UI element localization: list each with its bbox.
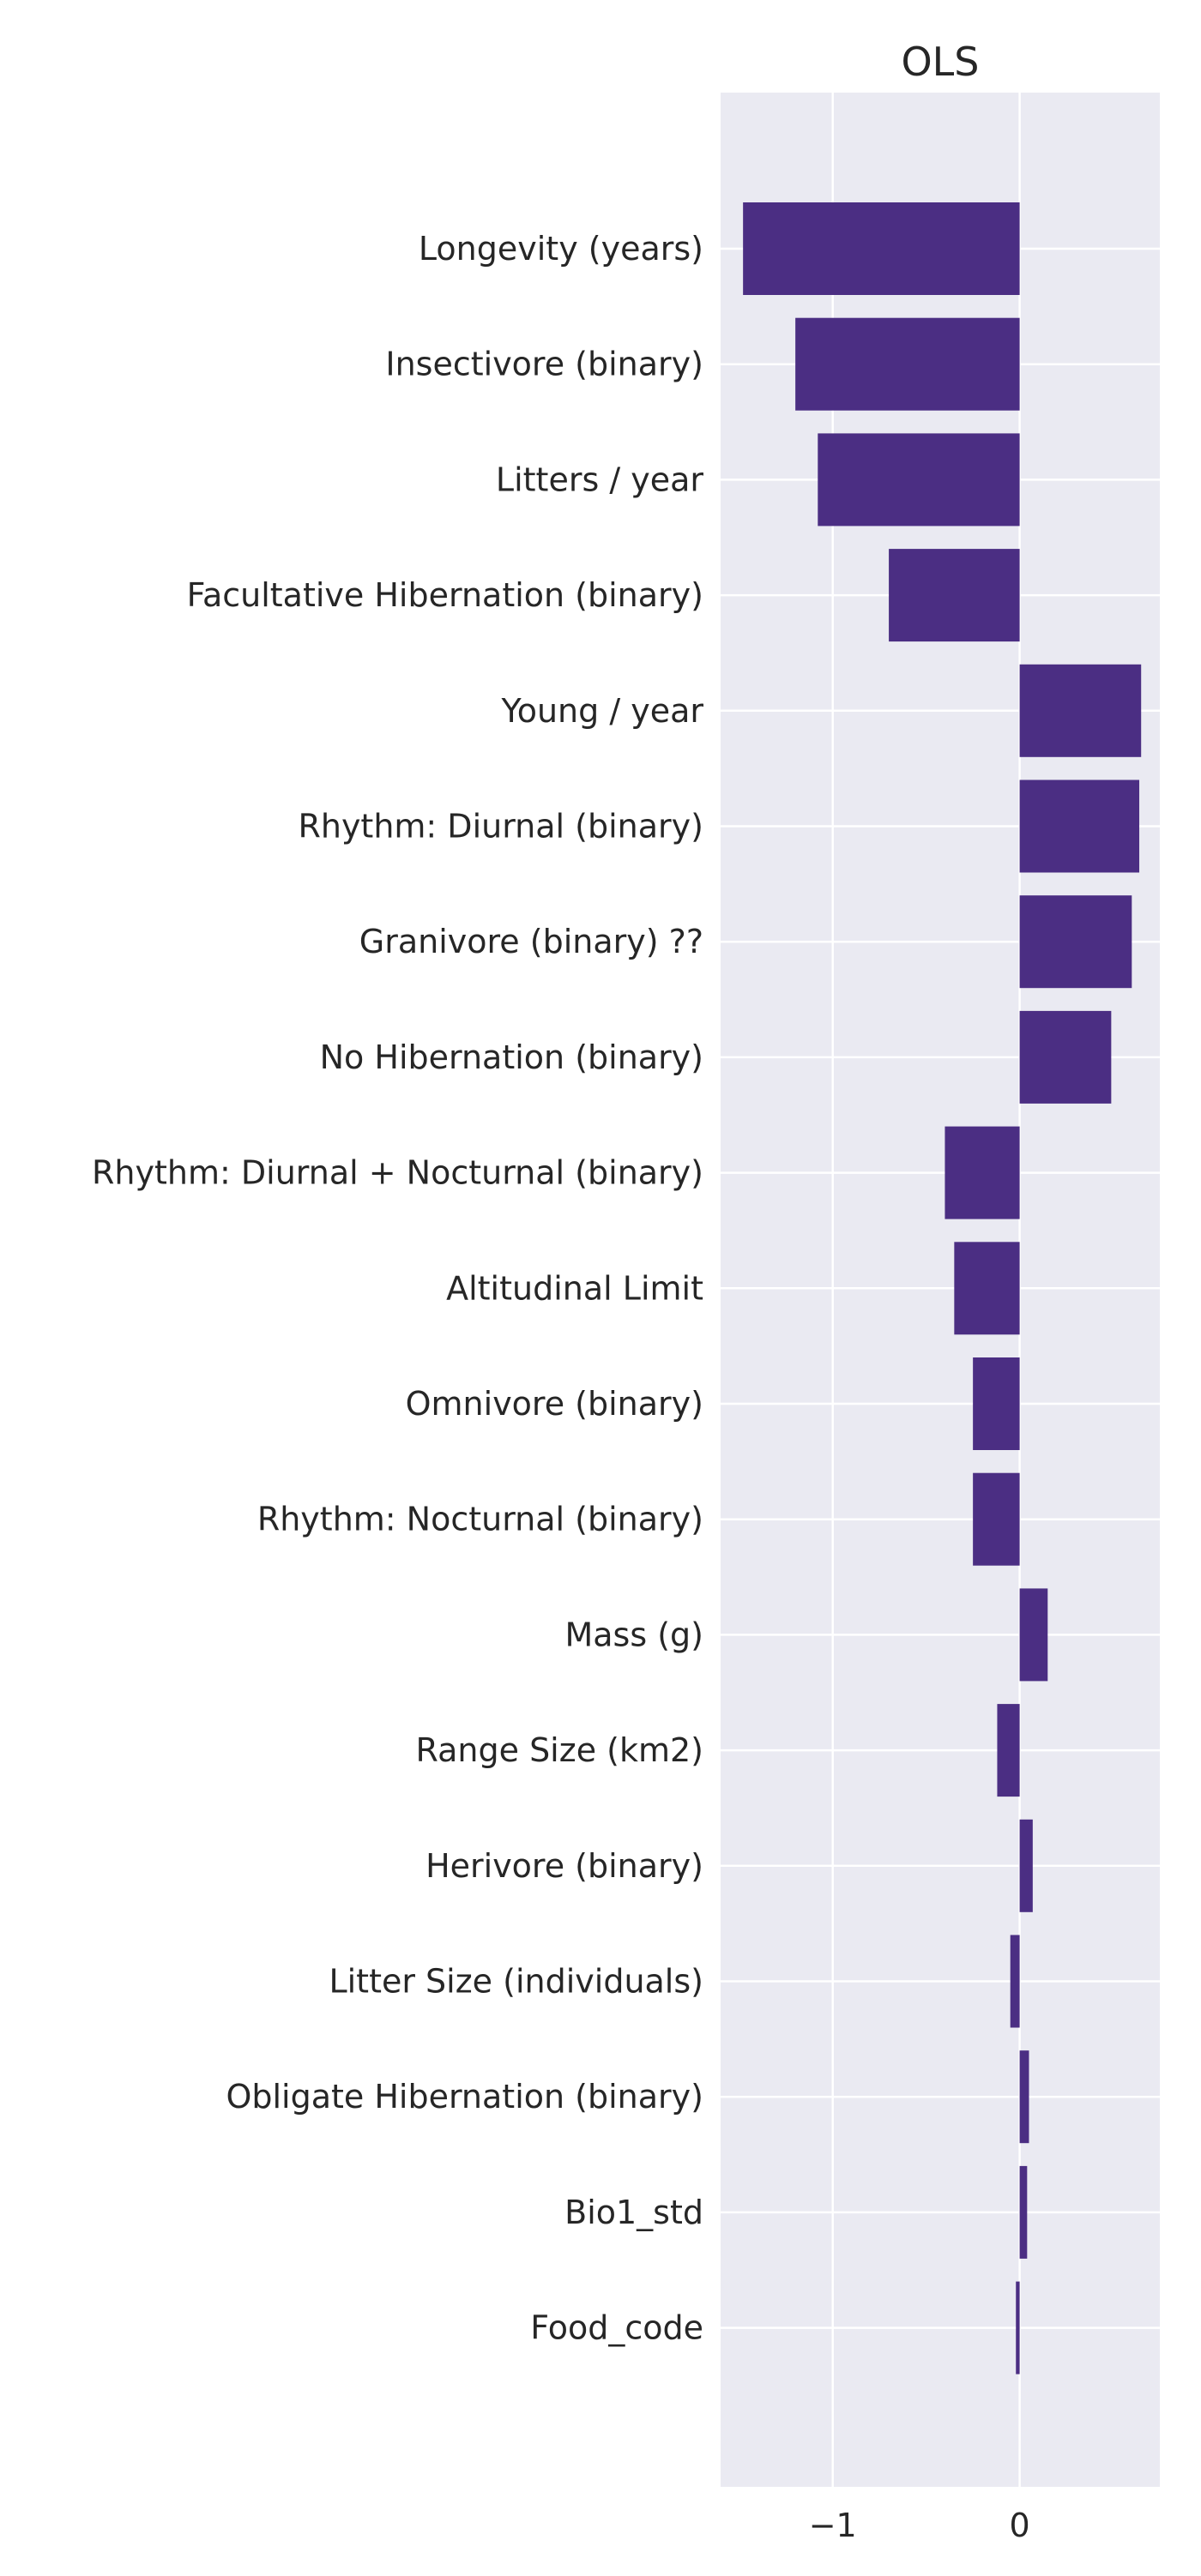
category-label: Insectivore (binary) bbox=[385, 346, 703, 383]
category-label: Litter Size (individuals) bbox=[329, 1963, 703, 2001]
x-tick-label: 0 bbox=[1010, 2507, 1030, 2544]
category-label: Young / year bbox=[501, 692, 704, 730]
bar bbox=[889, 549, 1020, 642]
bar bbox=[1016, 2281, 1020, 2374]
category-label: Rhythm: Nocturnal (binary) bbox=[257, 1501, 703, 1538]
category-label: Mass (g) bbox=[564, 1616, 703, 1653]
category-label: No Hibernation (binary) bbox=[320, 1038, 703, 1076]
category-label: Omnivore (binary) bbox=[406, 1385, 703, 1423]
bar bbox=[818, 433, 1020, 527]
category-label: Rhythm: Diurnal (binary) bbox=[298, 808, 703, 846]
bar bbox=[795, 317, 1020, 411]
bar bbox=[973, 1357, 1020, 1450]
bar bbox=[1019, 895, 1132, 989]
bar bbox=[1019, 779, 1140, 873]
bar bbox=[1019, 664, 1142, 757]
bar bbox=[743, 202, 1020, 295]
bar bbox=[1019, 1588, 1048, 1682]
category-label: Bio1_std bbox=[564, 2194, 703, 2231]
bar bbox=[997, 1704, 1020, 1797]
bar bbox=[1010, 1935, 1020, 2028]
bar bbox=[1019, 1819, 1033, 1912]
bars bbox=[743, 202, 1142, 2374]
bar bbox=[945, 1126, 1020, 1219]
bar bbox=[973, 1472, 1020, 1566]
bar bbox=[1019, 2165, 1028, 2259]
bar bbox=[1019, 1010, 1112, 1104]
x-axis-ticks: −1 0 bbox=[809, 2507, 1030, 2544]
category-label: Altitudinal Limit bbox=[446, 1269, 703, 1307]
category-labels: Longevity (years) Insectivore (binary) Lit… bbox=[92, 230, 703, 2347]
bar bbox=[1019, 2050, 1029, 2144]
chart-title: OLS bbox=[901, 39, 979, 85]
category-label: Obligate Hibernation (binary) bbox=[226, 2078, 703, 2116]
bar bbox=[954, 1242, 1020, 1335]
category-label: Litters / year bbox=[496, 460, 703, 498]
category-label: Food_code bbox=[530, 2309, 703, 2347]
category-label: Longevity (years) bbox=[419, 230, 703, 268]
category-label: Range Size (km2) bbox=[416, 1731, 703, 1769]
category-label: Herivore (binary) bbox=[425, 1847, 703, 1885]
category-label: Granivore (binary) ?? bbox=[359, 923, 703, 960]
category-label: Facultative Hibernation (binary) bbox=[187, 576, 703, 614]
category-label: Rhythm: Diurnal + Nocturnal (binary) bbox=[92, 1154, 703, 1192]
x-tick-label: −1 bbox=[809, 2507, 857, 2544]
